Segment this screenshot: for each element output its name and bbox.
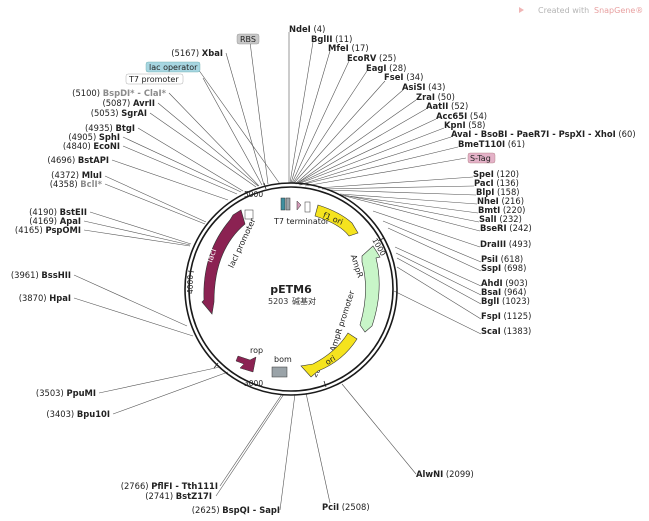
feature-label-rop: rop	[250, 346, 263, 355]
site-label: AatII (52)	[426, 101, 468, 111]
site-label: (3870) HpaI	[19, 293, 71, 303]
site-label: BseRI (242)	[480, 223, 532, 233]
site-label: AsiSI (43)	[402, 82, 445, 92]
rop-arrow	[236, 356, 256, 372]
t7-terminator-mark	[281, 198, 285, 210]
site-label: AlwNI (2099)	[416, 469, 474, 479]
site-labels: NdeI (4) BglII (11) MfeI (17) EcoRV (25)…	[11, 24, 636, 515]
site-label: (2741) BstZ17I	[145, 491, 212, 501]
site-label: (4165) PspOMI	[15, 225, 81, 235]
plasmid-name: pETM6	[270, 283, 312, 296]
site-label: (2625) BspQI - SapI	[192, 505, 280, 515]
plasmid-map: Created with SnapGene®	[0, 0, 649, 521]
site-label: MfeI (17)	[328, 43, 369, 53]
site-label: (4905) SphI	[68, 132, 120, 142]
site-label: (4696) BstAPI	[47, 155, 109, 165]
site-label: (5167) XbaI	[171, 48, 223, 58]
ampr-arrow	[360, 246, 380, 332]
site-label: (5087) AvrII	[102, 98, 155, 108]
site-label: (4372) MluI	[51, 170, 102, 180]
feature-label-bom: bom	[274, 355, 292, 364]
tick-label: 4000	[186, 275, 195, 294]
site-label: (3403) Bpu10I	[46, 409, 110, 419]
site-label: BglI (1023)	[481, 296, 530, 306]
brand-name: SnapGene®	[594, 6, 643, 15]
s-tag-label: S-Tag	[470, 154, 491, 163]
site-label: BmeT110I (61)	[458, 139, 525, 149]
site-label: (4358) BclI*	[50, 179, 103, 189]
site-label: DraIII (493)	[480, 239, 531, 249]
site-label: (5100) BspDI* - ClaI*	[72, 88, 166, 98]
site-label: SspI (698)	[481, 263, 526, 273]
brand-text: Created with	[538, 6, 589, 15]
brand: Created with SnapGene®	[519, 6, 643, 15]
site-label: (5053) SgrAI	[91, 108, 147, 118]
site-label: (4840) EcoNI	[63, 141, 120, 151]
site-label: FseI (34)	[384, 72, 423, 82]
tick-label: 3000	[244, 379, 263, 388]
bom-box	[272, 367, 287, 377]
plasmid-length-unit: 碱基对	[292, 296, 316, 306]
terminator-box	[305, 202, 310, 212]
site-label: (3503) PpuMI	[36, 388, 96, 398]
site-label: (4169) ApaI	[29, 216, 81, 226]
site-label: (4935) BtgI	[85, 123, 135, 133]
terminator-mark	[286, 198, 290, 210]
site-label: NdeI (4)	[289, 24, 325, 34]
site-label: EcoRV (25)	[347, 53, 396, 63]
site-label: FspI (1125)	[481, 311, 531, 321]
site-label: PciI (2508)	[322, 502, 370, 512]
tick-label: 5000	[244, 190, 263, 199]
rbs-label: RBS	[240, 35, 256, 44]
site-label: (3961) BssHII	[11, 270, 71, 280]
lac-operator-label: lac operator	[149, 63, 198, 72]
plasmid-length: 5203	[268, 297, 288, 306]
site-label: ScaI (1383)	[481, 326, 531, 336]
site-label: AvaI - BsoBI - PaeR7I - PspXI - XhoI (60…	[451, 129, 636, 139]
snapgene-logo-icon	[519, 7, 524, 13]
site-label: (4190) BstEII	[29, 207, 87, 217]
t7-terminator-arrow	[297, 201, 301, 210]
site-label: (2766) PflFI - Tth111I	[121, 481, 218, 491]
t7-promoter-label: T7 promoter	[128, 75, 179, 84]
